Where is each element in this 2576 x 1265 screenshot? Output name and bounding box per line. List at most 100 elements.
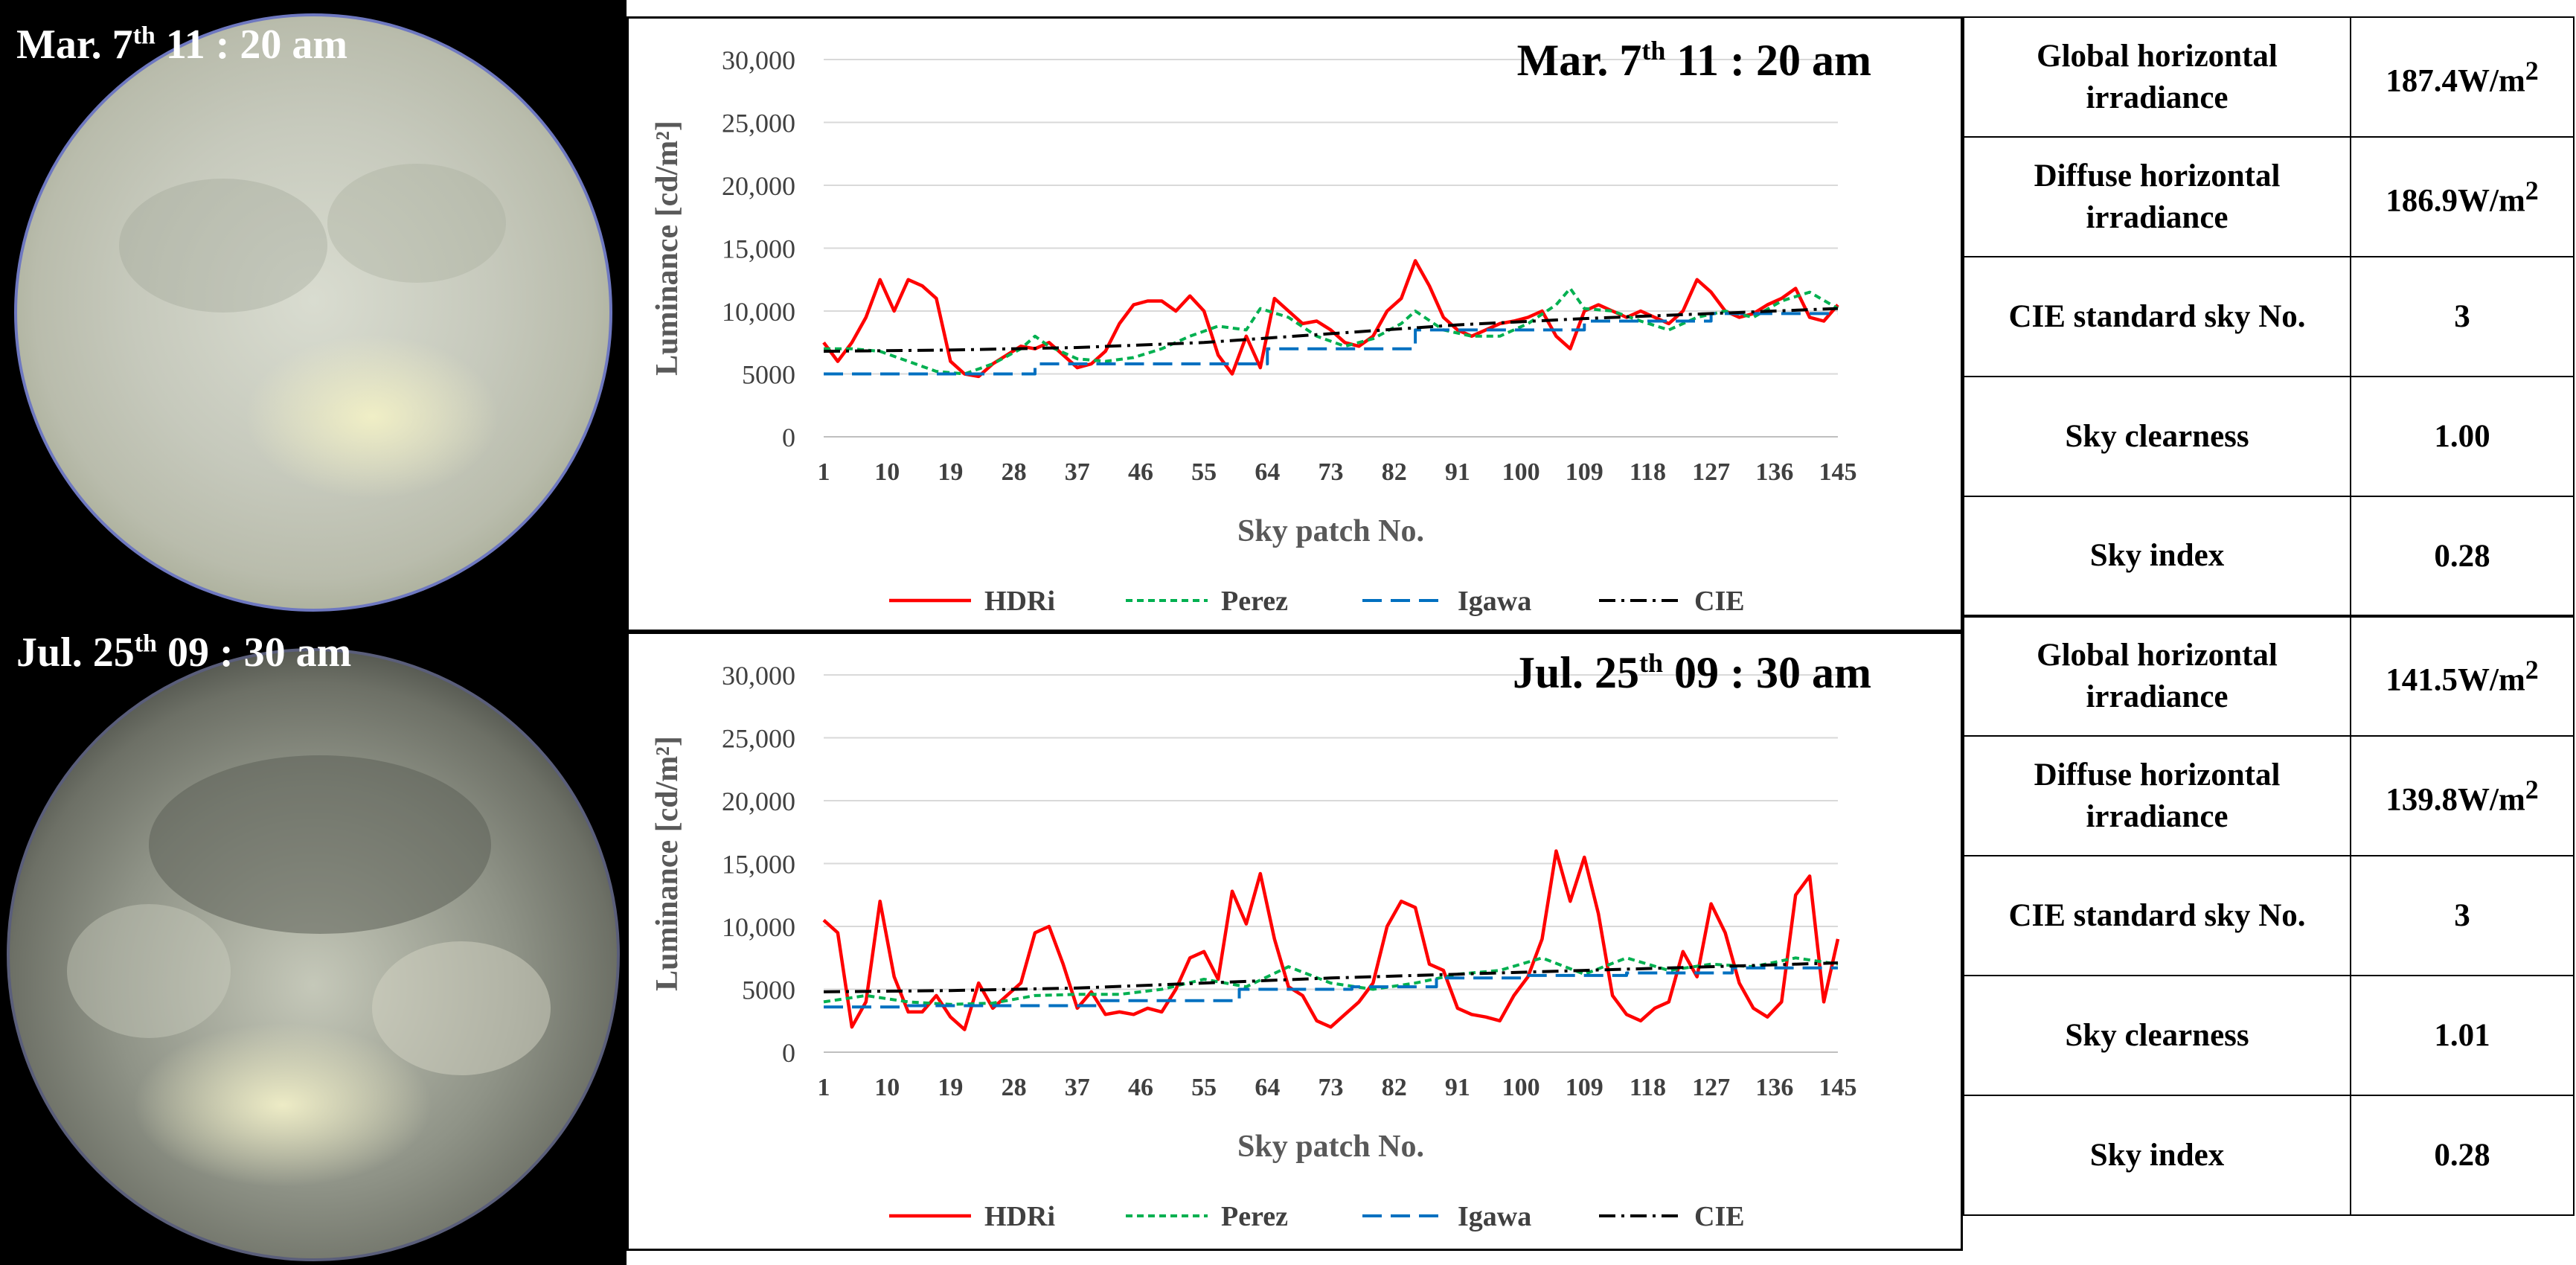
luminance-chart-1: 0 5000 10,000 15,000 20,000 25,000 30,000 1 10 19…: [650, 45, 1857, 617]
y-tick-label: 10,000: [722, 912, 795, 942]
y-tick-label: 15,000: [722, 234, 795, 264]
x-tick-label: 19: [938, 1074, 963, 1101]
x-tick-label: 109: [1566, 458, 1603, 486]
x-tick-label: 73: [1319, 458, 1344, 486]
y-tick-label: 10,000: [722, 297, 795, 327]
x-tick-label: 28: [1002, 458, 1027, 486]
x-tick-label: 91: [1445, 458, 1470, 486]
series-line-perez: [823, 956, 1839, 1006]
x-tick-label: 55: [1191, 458, 1217, 486]
x-tick-label: 100: [1502, 458, 1540, 486]
row-label: Global horizontal irradiance: [1963, 16, 2351, 138]
y-axis-title: Luminance [cd/m²]: [650, 736, 685, 991]
table-row: Sky index 0.28: [1963, 496, 2575, 617]
legend-label: Perez: [1221, 1201, 1288, 1232]
sky-photo-panel-1: Mar. 7th 11 : 20 am: [0, 0, 627, 621]
table-row: Sky clearness 1.00: [1963, 376, 2575, 497]
row-label: Diffuse horizontal irradiance: [1963, 735, 2351, 856]
x-tick-label: 118: [1630, 1074, 1666, 1101]
x-tick-label: 1: [818, 458, 830, 486]
y-tick-label: 0: [782, 1038, 795, 1068]
x-tick-label: 1: [818, 1074, 830, 1101]
table-row: Sky index 0.28: [1963, 1095, 2575, 1216]
sky-photo-column: Mar. 7th 11 : 20 am Jul. 25th: [0, 0, 627, 1265]
y-tick-label: 5000: [742, 976, 795, 1005]
sky-photo-panel-2: Jul. 25th 09 : 30 am: [0, 621, 627, 1265]
x-tick-label: 64: [1255, 458, 1280, 486]
sky-photo-label-2: Jul. 25th 09 : 30 am: [16, 630, 352, 676]
y-tick-label: 25,000: [722, 109, 795, 138]
x-tick-label: 109: [1566, 1074, 1603, 1101]
x-tick-label: 64: [1255, 1074, 1280, 1101]
chart-panel-2: 0 5000 10,000 15,000 20,000 25,000 30,000 1 10 19…: [627, 632, 1963, 1251]
fisheye-sky-photo-2: [7, 648, 620, 1261]
row-value: 1.01: [2350, 975, 2575, 1096]
row-value: 1.00: [2350, 376, 2575, 497]
legend-label: Igawa: [1458, 1201, 1531, 1232]
legend-label: CIE: [1694, 1201, 1745, 1232]
row-value: 3: [2350, 855, 2575, 976]
row-label: Sky index: [1963, 496, 2351, 617]
series-line-cie: [823, 961, 1839, 993]
x-tick-label: 136: [1755, 1074, 1793, 1101]
series-line-igawa: [824, 312, 1838, 376]
x-tick-label: 82: [1382, 458, 1407, 486]
y-tick-label: 20,000: [722, 171, 795, 201]
x-tick-label: 19: [938, 458, 963, 486]
legend-label: HDRi: [984, 586, 1055, 617]
x-tick-label: 10: [874, 1074, 900, 1101]
table-row: Global horizontal irradiance 187.4W/m2: [1963, 16, 2575, 138]
series-line-igawa: [824, 966, 1838, 1009]
table-row: CIE standard sky No. 3: [1963, 855, 2575, 976]
x-tick-label: 118: [1630, 458, 1666, 486]
row-value: 3: [2350, 256, 2575, 377]
row-value: 139.8W/m2: [2350, 735, 2575, 856]
table-row: Diffuse horizontal irradiance 186.9W/m2: [1963, 136, 2575, 257]
row-value: 186.9W/m2: [2350, 136, 2575, 257]
x-tick-label: 100: [1502, 1074, 1540, 1101]
legend-label: CIE: [1694, 586, 1745, 617]
y-tick-label: 30,000: [722, 45, 795, 75]
fisheye-sky-photo-1: [14, 13, 612, 612]
irradiance-info-table: Global horizontal irradiance 187.4W/m2 D…: [1963, 16, 2575, 1216]
row-label: CIE standard sky No.: [1963, 256, 2351, 377]
legend-label: HDRi: [984, 1201, 1055, 1232]
x-tick-label: 82: [1382, 1074, 1407, 1101]
luminance-chart-2: 0 5000 10,000 15,000 20,000 25,000 30,000 1 10 19…: [650, 661, 1857, 1232]
chart-title-2: Jul. 25th 09 : 30 am: [1512, 648, 1871, 697]
y-tick-label: 0: [782, 423, 795, 452]
y-axis-title: Luminance [cd/m²]: [650, 121, 685, 376]
row-value: 0.28: [2350, 496, 2575, 617]
chart-title-1: Mar. 7th 11 : 20 am: [1516, 36, 1871, 85]
y-tick-label: 20,000: [722, 787, 795, 816]
row-label: CIE standard sky No.: [1963, 855, 2351, 976]
x-tick-label: 37: [1065, 458, 1090, 486]
legend-label: Igawa: [1458, 586, 1531, 617]
x-tick-label: 145: [1819, 458, 1857, 486]
row-label: Sky index: [1963, 1095, 2351, 1216]
y-tick-label: 25,000: [722, 724, 795, 754]
sky-photo-label-1: Mar. 7th 11 : 20 am: [16, 22, 348, 68]
row-value: 141.5W/m2: [2350, 615, 2575, 737]
x-tick-label: 37: [1065, 1074, 1090, 1101]
series-line-perez: [824, 286, 1839, 376]
y-tick-label: 5000: [742, 360, 795, 390]
row-value: 187.4W/m2: [2350, 16, 2575, 138]
legend-label: Perez: [1221, 586, 1288, 617]
series-line-hdri: [822, 849, 1840, 1031]
x-axis-title: Sky patch No.: [1237, 1130, 1424, 1164]
x-tick-label: 145: [1819, 1074, 1857, 1101]
x-tick-label: 127: [1692, 458, 1730, 486]
row-value: 0.28: [2350, 1095, 2575, 1216]
x-tick-label: 127: [1692, 1074, 1730, 1101]
x-tick-label: 10: [874, 458, 900, 486]
series-line-hdri: [822, 259, 1839, 379]
row-label: Sky clearness: [1963, 376, 2351, 497]
table-row: CIE standard sky No. 3: [1963, 256, 2575, 377]
row-label: Diffuse horizontal irradiance: [1963, 136, 2351, 257]
y-tick-label: 15,000: [722, 850, 795, 880]
x-tick-label: 73: [1319, 1074, 1344, 1101]
row-label: Global horizontal irradiance: [1963, 615, 2351, 737]
x-tick-label: 46: [1128, 458, 1153, 486]
x-tick-label: 46: [1128, 1074, 1153, 1101]
